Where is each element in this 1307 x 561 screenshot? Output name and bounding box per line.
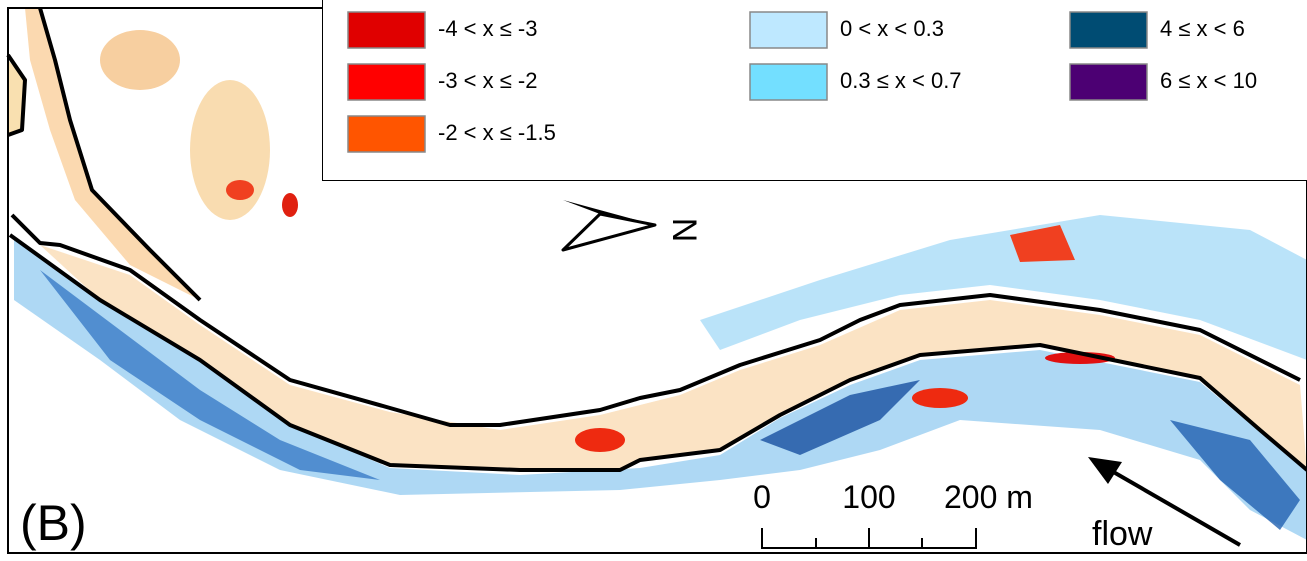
erosion-zone [760,380,920,455]
legend-label: 0 < x < 0.3 [840,16,944,41]
bank-line [38,7,202,302]
deposit [575,428,625,452]
legend-label: 0.3 ≤ x < 0.7 [840,68,962,93]
legend-swatch [347,11,426,49]
bank-line [8,233,1307,472]
legend-swatch [749,11,828,49]
legend-label: 4 ≤ x < 6 [1160,16,1245,41]
deposit [190,80,270,220]
flow-arrow-head [1088,457,1122,484]
banks [6,7,1307,472]
north-arrow-light [561,212,657,252]
legend: -4 < x ≤ -3 -3 < x ≤ -2 -2 < x ≤ -1.5 0 < x… [322,0,1307,181]
deposit [1010,225,1075,262]
legend-label: 6 ≤ x < 10 [1160,68,1257,93]
deposit [226,180,254,200]
scale-label: 100 [842,479,895,515]
legend-label: -3 < x ≤ -2 [438,68,538,93]
panel-label: (B) [20,495,87,551]
flow-arrow-line [1109,468,1241,547]
raster [8,8,1307,540]
island [8,60,25,135]
scale-bar: 0 100 200 m [753,479,1033,549]
erosion-zone [1170,420,1300,530]
bank-line [6,53,27,137]
north-arrow-dark [563,200,655,225]
scale-label: 0 [753,479,771,515]
legend-swatch [749,63,828,101]
legend-label: -4 < x ≤ -3 [438,16,538,41]
channel [40,245,1307,470]
erosion-zone [700,215,1307,360]
deposit [912,388,968,408]
legend-items: -4 < x ≤ -3 -3 < x ≤ -2 -2 < x ≤ -1.5 0 < x… [347,11,1257,153]
flow-arrow: flow [1088,457,1241,553]
channel [25,8,200,300]
flow-label: flow [1092,515,1153,553]
north-arrow: N [561,200,703,252]
deposit [282,193,298,217]
legend-label: -2 < x ≤ -1.5 [438,120,556,145]
legend-swatch [1069,11,1148,49]
deposit [100,30,180,90]
legend-swatch [1069,63,1148,101]
bank-line [10,213,1301,427]
legend-swatch [347,63,426,101]
scale-label: 200 m [944,479,1033,515]
north-label: N [665,218,703,243]
legend-swatch [347,115,426,153]
